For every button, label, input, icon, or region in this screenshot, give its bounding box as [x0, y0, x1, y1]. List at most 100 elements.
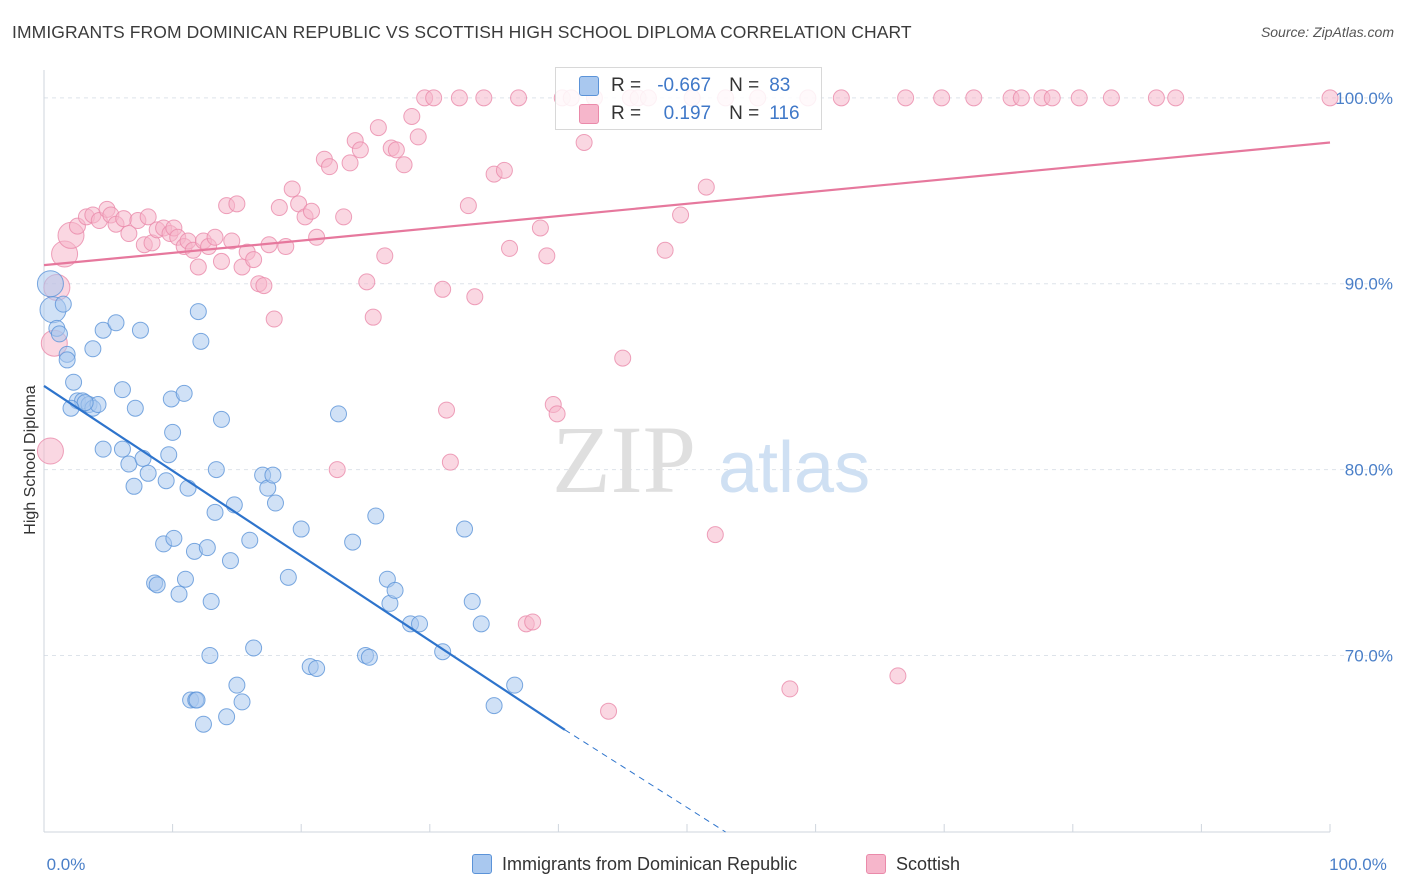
- dominican-point: [202, 593, 220, 611]
- scottish-point: [672, 206, 690, 224]
- dominican-point: [160, 446, 178, 464]
- y-axis-title: High School Diploma: [22, 385, 39, 535]
- scottish-point: [302, 202, 320, 220]
- scottish-point: [395, 156, 413, 174]
- dominican-trend-extension: [564, 729, 726, 833]
- scottish-point: [139, 208, 157, 226]
- scottish-point: [369, 119, 387, 137]
- scottish-point: [120, 225, 138, 243]
- scottish-point: [409, 128, 427, 146]
- dominican-point: [221, 552, 239, 570]
- scottish-point: [459, 197, 477, 215]
- scottish-point: [351, 141, 369, 159]
- dominican-point: [472, 615, 490, 633]
- source-label: Source: ZipAtlas.com: [1260, 24, 1394, 40]
- dominican-point: [218, 708, 236, 726]
- scottish-point: [538, 247, 556, 265]
- scottish-point: [697, 178, 715, 196]
- legend-r-value: -0.667: [657, 75, 712, 96]
- legend-row-blue: R = -0.667 N = 83: [556, 72, 790, 100]
- dominican-point: [94, 440, 112, 458]
- x-tick-label: 0.0%: [47, 855, 86, 874]
- dominican-point: [212, 410, 230, 428]
- dominican-point: [36, 270, 64, 298]
- chart-title: IMMIGRANTS FROM DOMINICAN REPUBLIC VS SC…: [12, 22, 912, 42]
- dominican-point: [292, 520, 310, 538]
- dominican-point: [131, 321, 149, 339]
- dominican-point: [264, 466, 282, 484]
- dominican-point: [189, 303, 207, 321]
- dominican-point: [188, 691, 206, 709]
- scottish-point: [441, 453, 459, 471]
- dominican-point: [329, 405, 347, 423]
- legend-n-key: N =: [729, 75, 760, 96]
- bottom-legend-pink: Scottish: [866, 850, 960, 878]
- scottish-point: [1147, 89, 1165, 107]
- legend-row-pink: R = 0.197 N = 116: [556, 100, 800, 128]
- y-tick-label: 80.0%: [1345, 461, 1393, 480]
- dominican-point: [279, 568, 297, 586]
- dominican-point: [157, 472, 175, 490]
- scottish-point: [376, 247, 394, 265]
- scottish-point: [1070, 89, 1088, 107]
- scottish-point: [781, 680, 799, 698]
- scottish-point: [466, 288, 484, 306]
- dominican-point: [84, 340, 102, 358]
- dominican-point: [485, 697, 503, 715]
- scottish-point: [495, 161, 513, 179]
- dominican-point: [134, 449, 152, 467]
- scottish-point: [223, 232, 241, 250]
- dominican-point: [233, 693, 251, 711]
- bottom-legend-blue: Immigrants from Dominican Republic: [472, 850, 797, 878]
- scottish-point: [706, 526, 724, 544]
- scottish-point: [965, 89, 983, 107]
- scottish-point: [212, 252, 230, 270]
- dominican-point: [165, 529, 183, 547]
- dominican-point: [148, 576, 166, 594]
- legend-r-key: R =: [611, 75, 642, 96]
- scottish-point: [358, 273, 376, 291]
- legend-swatch-pink: [579, 104, 599, 124]
- dominican-point: [94, 321, 112, 339]
- dominican-point: [125, 477, 143, 495]
- scottish-point: [1012, 89, 1030, 107]
- dominican-point: [241, 531, 259, 549]
- dominican-point: [65, 373, 83, 391]
- dominican-point: [308, 659, 326, 677]
- dominican-points: [36, 270, 524, 733]
- scottish-point: [450, 89, 468, 107]
- scottish-point: [501, 239, 519, 257]
- dominican-point: [198, 539, 216, 557]
- grid: [44, 97, 1390, 656]
- scottish-point: [387, 141, 405, 159]
- scottish-point: [364, 308, 382, 326]
- scottish-point: [341, 154, 359, 172]
- scottish-point: [832, 89, 850, 107]
- scottish-point: [245, 251, 263, 269]
- dominican-point: [386, 581, 404, 599]
- dominican-point: [113, 381, 131, 399]
- dominican-point: [179, 479, 197, 497]
- scottish-point: [889, 667, 907, 685]
- y-tick-label: 70.0%: [1345, 646, 1393, 665]
- dominican-point: [344, 533, 362, 551]
- scottish-point: [1321, 89, 1339, 107]
- scottish-point: [1043, 89, 1061, 107]
- dominican-point: [207, 461, 225, 479]
- y-tick-label: 90.0%: [1345, 275, 1393, 294]
- scottish-point: [524, 613, 542, 631]
- scottish-point: [600, 702, 618, 720]
- bottom-legend-swatch-blue: [472, 854, 492, 874]
- scottish-point: [1102, 89, 1120, 107]
- scottish-point: [614, 349, 632, 367]
- dominican-point: [175, 384, 193, 402]
- scottish-trend-line: [43, 141, 1331, 267]
- scottish-point: [897, 89, 915, 107]
- dominican-point: [463, 593, 481, 611]
- y-tick-label: 100.0%: [1335, 89, 1393, 108]
- scottish-point: [656, 241, 674, 259]
- scottish-point: [36, 437, 64, 465]
- dominican-point: [139, 464, 157, 482]
- scottish-point: [425, 89, 443, 107]
